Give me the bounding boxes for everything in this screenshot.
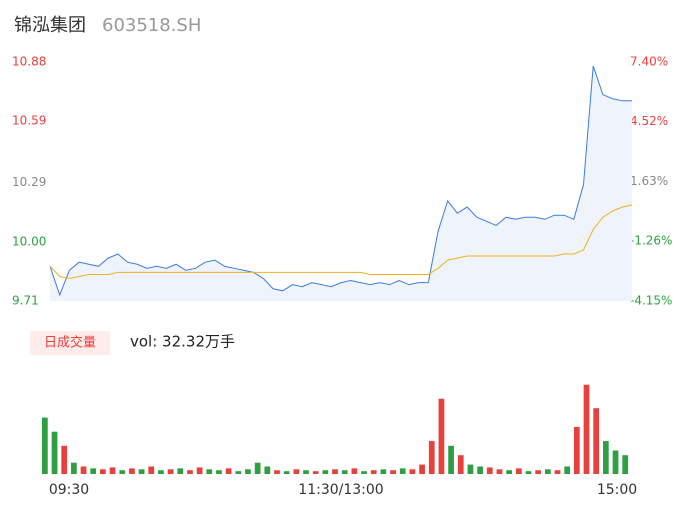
price-line [49, 65, 632, 297]
y2-tick-label: -1.26% [630, 234, 672, 248]
volume-bar [322, 470, 329, 474]
volume-bar [409, 469, 416, 474]
volume-bar [138, 469, 145, 474]
volume-bar [264, 466, 271, 474]
volume-bar [515, 468, 522, 474]
volume-bar [535, 470, 542, 474]
volume-bar [496, 469, 503, 474]
volume-bar [525, 471, 532, 474]
volume-bar [90, 468, 97, 474]
y2-tick-label: 1.63% [630, 174, 668, 188]
y-tick-label: 10.88 [12, 55, 46, 69]
volume-bar [370, 470, 377, 474]
stock-code: 603518.SH [102, 15, 201, 36]
volume-bar [119, 470, 126, 474]
volume-total: vol: 32.32万手 [130, 333, 235, 351]
y-tick-label: 10.00 [12, 234, 46, 248]
volume-bar [148, 466, 155, 474]
volume-bar [506, 470, 512, 474]
volume-bar [312, 471, 319, 474]
volume-bar [602, 441, 609, 474]
volume-bar [283, 471, 290, 474]
volume-bar [196, 467, 203, 474]
volume-bar [129, 468, 135, 474]
volume-bar [216, 470, 222, 474]
y2-tick-label: 4.52% [630, 114, 668, 128]
volume-bar [351, 468, 358, 474]
volume-bar [332, 469, 338, 474]
average-line [49, 204, 633, 280]
volume-bar [390, 470, 396, 474]
volume-bar [477, 466, 483, 474]
volume-bar [158, 470, 164, 474]
volume-bar [100, 469, 106, 474]
volume-bar [554, 470, 561, 474]
volume-bar [467, 464, 474, 474]
volume-bar [438, 398, 445, 474]
volume-bar [361, 471, 367, 474]
volume-bar [177, 468, 184, 474]
volume-bar [380, 469, 387, 474]
volume-bar [187, 470, 193, 474]
y-tick-label: 10.59 [12, 114, 46, 128]
y2-tick-label: -4.15% [630, 294, 672, 308]
volume-bar [573, 427, 580, 474]
volume-bar [225, 468, 232, 474]
volume-bar [71, 462, 77, 474]
price-area [50, 66, 632, 301]
volume-bar [167, 469, 174, 474]
volume-bar [622, 455, 629, 474]
volume-bar [448, 445, 454, 474]
volume-bar [80, 466, 87, 474]
volume-bar [42, 417, 48, 474]
y2-tick-label: 7.40% [630, 55, 668, 69]
volume-bar [293, 469, 300, 474]
x-tick-label: 09:30 [49, 482, 89, 498]
x-tick-label: 11:30/13:00 [298, 482, 383, 498]
volume-bar [583, 384, 590, 474]
volume-bar [486, 467, 493, 474]
volume-bar [399, 468, 406, 474]
volume-button-label[interactable]: 日成交量 [44, 335, 96, 351]
volume-bar [564, 466, 571, 474]
volume-bar [457, 455, 464, 474]
volume-bar [206, 469, 213, 474]
volume-bar [109, 467, 116, 474]
volume-bar [274, 470, 280, 474]
volume-bar [61, 445, 68, 474]
volume-bar [612, 450, 619, 474]
x-tick-label: 15:00 [597, 482, 637, 498]
y-tick-label: 10.29 [12, 175, 46, 189]
volume-bar [303, 470, 309, 474]
stock-name: 锦泓集团 [14, 15, 86, 36]
volume-bar [419, 464, 425, 474]
volume-bar [341, 470, 348, 474]
volume-button[interactable] [30, 331, 110, 355]
volume-bar [51, 431, 58, 474]
volume-bar [544, 469, 551, 474]
volume-bar [254, 462, 261, 474]
y-tick-label: 9.71 [12, 294, 39, 308]
volume-bar [235, 471, 242, 474]
volume-bar [428, 441, 435, 474]
volume-bar [245, 469, 251, 474]
volume-bar [593, 408, 600, 474]
